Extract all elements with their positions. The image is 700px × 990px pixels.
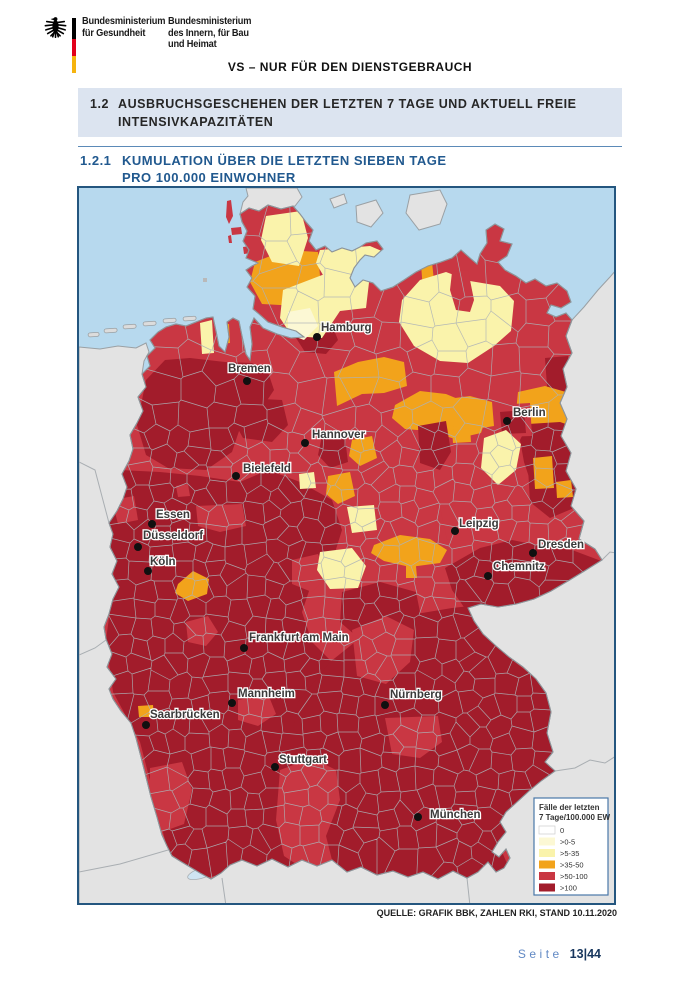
svg-text:Berlin: Berlin [513,407,546,419]
svg-text:Nürnberg: Nürnberg [390,689,442,701]
svg-text:Mannheim: Mannheim [238,688,295,700]
svg-text:>35-50: >35-50 [560,861,584,870]
svg-text:Essen: Essen [156,509,190,521]
svg-text:Chemnitz: Chemnitz [493,561,545,573]
svg-text:Hannover: Hannover [312,429,366,441]
svg-text:Düsseldorf: Düsseldorf [143,530,203,542]
svg-text:>5-35: >5-35 [560,849,579,858]
svg-text:>50-100: >50-100 [560,872,588,881]
svg-text:>100: >100 [560,884,577,893]
svg-text:Dresden: Dresden [538,539,584,551]
svg-text:>0-5: >0-5 [560,838,575,847]
svg-text:München: München [430,809,480,821]
svg-text:Stuttgart: Stuttgart [279,754,327,766]
svg-text:Fälle der letzten: Fälle der letzten [539,803,600,812]
svg-text:Hamburg: Hamburg [321,322,371,334]
svg-text:Bremen: Bremen [228,363,271,375]
svg-text:Köln: Köln [150,556,176,568]
svg-text:Leipzig: Leipzig [459,518,499,530]
svg-text:0: 0 [560,826,564,835]
svg-text:Frankfurt am Main: Frankfurt am Main [249,632,349,644]
svg-text:Bielefeld: Bielefeld [243,463,291,475]
svg-text:7 Tage/100.000 EW: 7 Tage/100.000 EW [539,813,610,822]
svg-text:Saarbrücken: Saarbrücken [150,709,220,721]
